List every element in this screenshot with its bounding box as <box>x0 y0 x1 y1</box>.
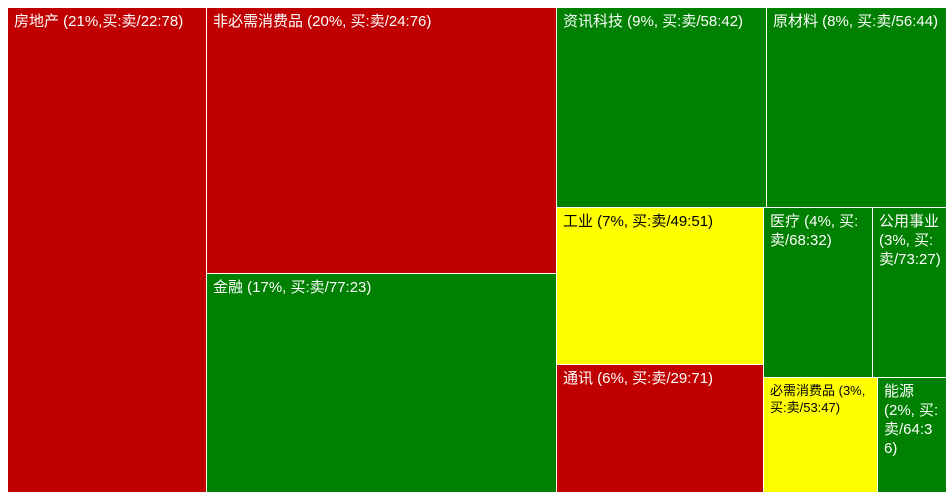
treemap-tile-healthcare: 医疗 (4%, 买:卖/68:32) <box>764 208 872 377</box>
treemap-tile-label: 能源 (2%, 买:卖/64:36) <box>884 383 939 457</box>
treemap-tile-communications: 通讯 (6%, 买:卖/29:71) <box>557 365 763 492</box>
treemap-tile-label: 房地产 (21%,买:卖/22:78) <box>14 13 184 30</box>
treemap-tile-energy: 能源 (2%, 买:卖/64:36) <box>878 378 946 492</box>
treemap-tile-label: 资讯科技 (9%, 买:卖/58:42) <box>563 13 744 30</box>
treemap-tile-label: 医疗 (4%, 买:卖/68:32) <box>770 213 859 249</box>
treemap-tile-consumer-staples: 必需消费品 (3%, 买:卖/53:47) <box>764 378 877 492</box>
treemap-tile-consumer-discretionary: 非必需消费品 (20%, 买:卖/24:76) <box>207 8 556 273</box>
treemap-tile-materials: 原材料 (8%, 买:卖/56:44) <box>767 8 946 207</box>
treemap-tile-label: 工业 (7%, 买:卖/49:51) <box>563 213 714 230</box>
treemap-tile-industrials: 工业 (7%, 买:卖/49:51) <box>557 208 763 364</box>
treemap-tile-label: 通讯 (6%, 买:卖/29:71) <box>563 370 714 387</box>
treemap-tile-utilities: 公用事业 (3%, 买:卖/73:27) <box>873 208 946 377</box>
treemap-tile-financials: 金融 (17%, 买:卖/77:23) <box>207 274 556 492</box>
treemap-tile-real-estate: 房地产 (21%,买:卖/22:78) <box>8 8 206 492</box>
treemap-tile-label: 非必需消费品 (20%, 买:卖/24:76) <box>213 13 432 30</box>
treemap-tile-label: 公用事业 (3%, 买:卖/73:27) <box>879 213 941 268</box>
treemap-tile-label: 必需消费品 (3%, 买:卖/53:47) <box>770 383 866 415</box>
treemap-tile-information-technology: 资讯科技 (9%, 买:卖/58:42) <box>557 8 766 207</box>
treemap-tile-label: 金融 (17%, 买:卖/77:23) <box>213 279 372 296</box>
treemap-tile-label: 原材料 (8%, 买:卖/56:44) <box>773 13 939 30</box>
